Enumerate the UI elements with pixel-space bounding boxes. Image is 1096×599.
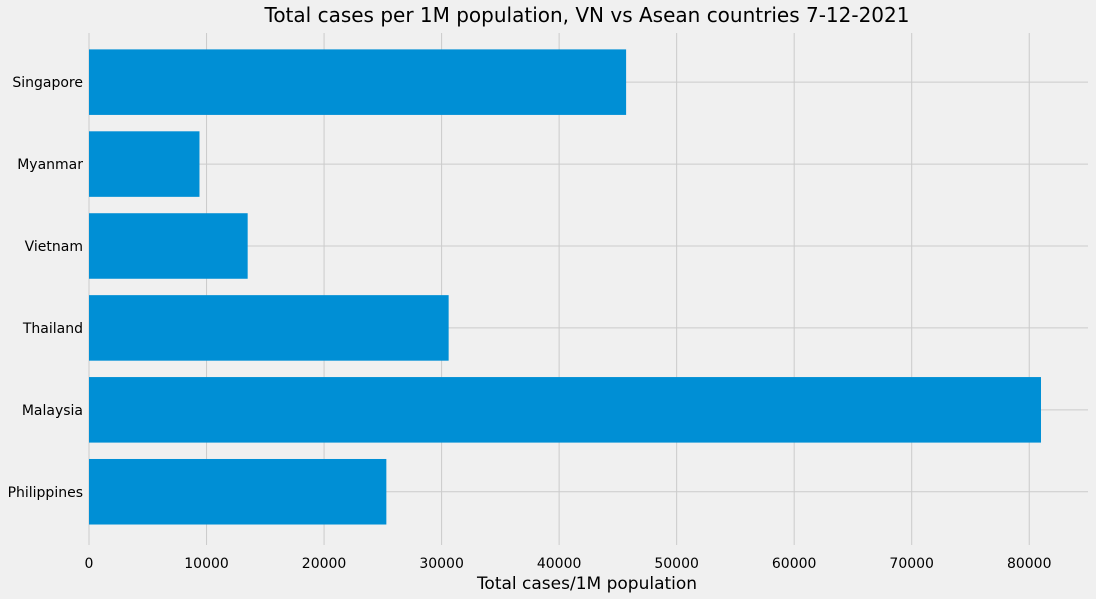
- chart-title: Total cases per 1M population, VN vs Ase…: [264, 3, 910, 27]
- x-tick-label: 20000: [302, 556, 347, 572]
- y-tick-label: Vietnam: [25, 239, 83, 255]
- x-tick-label: 10000: [184, 556, 229, 572]
- bar-vietnam: [89, 213, 248, 279]
- x-tick-labels: 0 10000 20000 30000 40000 50000 60000 70000 8000…: [85, 556, 1052, 572]
- x-tick-label: 70000: [889, 556, 934, 572]
- bar-myanmar: [89, 131, 200, 197]
- x-tick-label: 30000: [419, 556, 464, 572]
- y-tick-label: Myanmar: [17, 157, 83, 173]
- bar-singapore: [89, 49, 627, 115]
- bar-thailand: [89, 295, 449, 361]
- bar-malaysia: [89, 377, 1041, 443]
- y-tick-label: Philippines: [8, 485, 83, 501]
- x-tick-label: 0: [85, 556, 94, 572]
- y-tick-label: Malaysia: [22, 403, 83, 419]
- x-tick-label: 50000: [654, 556, 699, 572]
- y-tick-label: Thailand: [22, 321, 83, 337]
- bars: [89, 49, 1041, 525]
- x-axis-label: Total cases/1M population: [476, 574, 697, 594]
- bar-philippines: [89, 458, 387, 525]
- x-tick-label: 40000: [537, 556, 582, 572]
- y-tick-label: Singapore: [12, 75, 83, 91]
- x-tick-label: 60000: [772, 556, 817, 572]
- x-tick-label: 80000: [1007, 556, 1052, 572]
- y-tick-labels: Singapore Myanmar Vietnam Thailand Malaysia P…: [8, 75, 84, 501]
